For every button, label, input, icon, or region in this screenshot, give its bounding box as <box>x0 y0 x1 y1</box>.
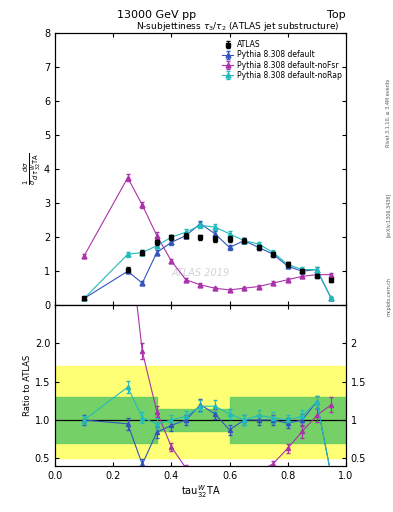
Text: mcplots.cern.ch: mcplots.cern.ch <box>386 278 391 316</box>
Text: 13000 GeV pp: 13000 GeV pp <box>117 10 196 20</box>
Text: ATLAS 2019: ATLAS 2019 <box>171 268 230 278</box>
Text: [arXiv:1306.3436]: [arXiv:1306.3436] <box>386 193 391 237</box>
Y-axis label: Ratio to ATLAS: Ratio to ATLAS <box>23 355 32 416</box>
Text: Top: Top <box>327 10 346 20</box>
Text: N-subjettiness $\tau_3/\tau_2$ (ATLAS jet substructure): N-subjettiness $\tau_3/\tau_2$ (ATLAS je… <box>136 20 340 33</box>
Text: Rivet 3.1.10, ≥ 3.4M events: Rivet 3.1.10, ≥ 3.4M events <box>386 78 391 147</box>
X-axis label: tau$^{W}_{32}$TA: tau$^{W}_{32}$TA <box>181 483 220 500</box>
Legend: ATLAS, Pythia 8.308 default, Pythia 8.308 default-noFsr, Pythia 8.308 default-no: ATLAS, Pythia 8.308 default, Pythia 8.30… <box>220 39 343 81</box>
Y-axis label: $\frac{1}{\sigma}\frac{d\sigma}{d\,\tau_{32}^{W}\mathrm{TA}}$: $\frac{1}{\sigma}\frac{d\sigma}{d\,\tau_… <box>21 153 42 185</box>
